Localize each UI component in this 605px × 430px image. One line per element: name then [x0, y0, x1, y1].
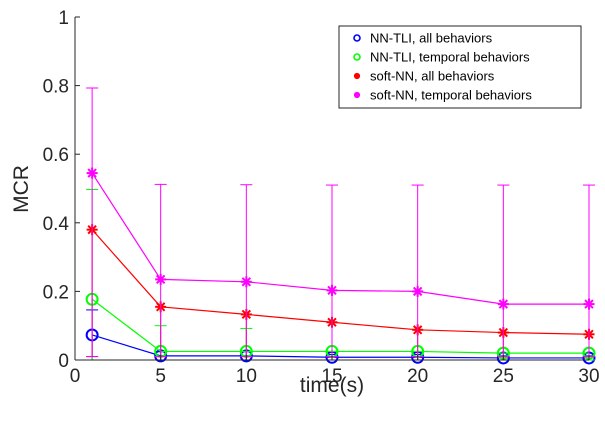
legend-marker-3	[353, 91, 361, 99]
data-point-3-6-stroke-3	[584, 299, 594, 309]
x-axis-label: time(s)	[300, 374, 364, 397]
y-tick-label-1: 0.2	[43, 282, 69, 303]
data-point-3-5	[497, 298, 509, 310]
data-point-3-3	[326, 284, 338, 296]
data-point-3-2	[240, 276, 252, 288]
legend: NN-TLI, all behaviors NN-TLI, temporal be…	[338, 25, 582, 109]
legend-label-0: NN-TLI, all behaviors	[370, 31, 493, 46]
legend-marker-1	[353, 53, 361, 61]
y-tick-label-0: 0	[58, 351, 69, 372]
y-tick-label-3: 0.6	[43, 145, 69, 166]
data-point-3-0	[86, 167, 98, 179]
tick-labels: 0 5 10 15 20 25 30 0 0.2 0.4 0.6 0.8 1	[43, 8, 600, 387]
data-point-3-6	[583, 298, 595, 310]
series-0	[85, 309, 596, 365]
plot-area	[85, 87, 596, 365]
error-bar-3-1	[154, 183, 167, 358]
y-tick-label-5: 1	[58, 8, 69, 29]
series-3	[86, 87, 595, 358]
legend-box	[338, 25, 582, 109]
data-point-3-0-stroke-3	[87, 168, 97, 178]
error-bar-3-4	[411, 184, 424, 358]
legend-label-1: NN-TLI, temporal behaviors	[370, 50, 530, 65]
y-axis-label: MCR	[10, 165, 33, 213]
error-bar-3-3	[326, 184, 338, 358]
y-tick-label-2: 0.4	[43, 214, 70, 235]
x-tick-label-4: 20	[407, 366, 428, 387]
series-line-2	[91, 229, 590, 335]
error-bar-3-5	[497, 184, 510, 358]
error-bar-3-0	[86, 87, 99, 358]
data-point-3-5-stroke-3	[498, 299, 509, 309]
legend-marker-2	[353, 72, 361, 80]
legend-marker-0	[353, 34, 361, 42]
y-tick-label-4: 0.8	[43, 77, 69, 98]
data-point-3-2-stroke-3	[241, 277, 252, 287]
data-point-3-4-stroke-3	[412, 286, 423, 297]
series-line-3	[91, 172, 589, 305]
x-tick-label-3: 15	[321, 366, 342, 387]
x-tick-label-0: 0	[70, 366, 81, 387]
data-point-3-4	[412, 285, 424, 297]
axes	[74, 16, 590, 361]
series-1	[85, 189, 596, 361]
data-point-3-1	[155, 273, 167, 285]
x-tick-label-1: 5	[155, 366, 166, 387]
x-tick-label-2: 10	[236, 366, 257, 387]
legend-label-3: soft-NN, temporal behaviors	[370, 88, 532, 103]
error-bar-3-2	[240, 184, 253, 358]
data-point-3-3-stroke-3	[327, 285, 337, 296]
x-tick-label-5: 25	[493, 366, 514, 387]
x-tick-label-6: 30	[578, 366, 599, 387]
data-point-3-1-stroke-3	[155, 274, 166, 285]
legend-label-2: soft-NN, all behaviors	[370, 69, 495, 84]
